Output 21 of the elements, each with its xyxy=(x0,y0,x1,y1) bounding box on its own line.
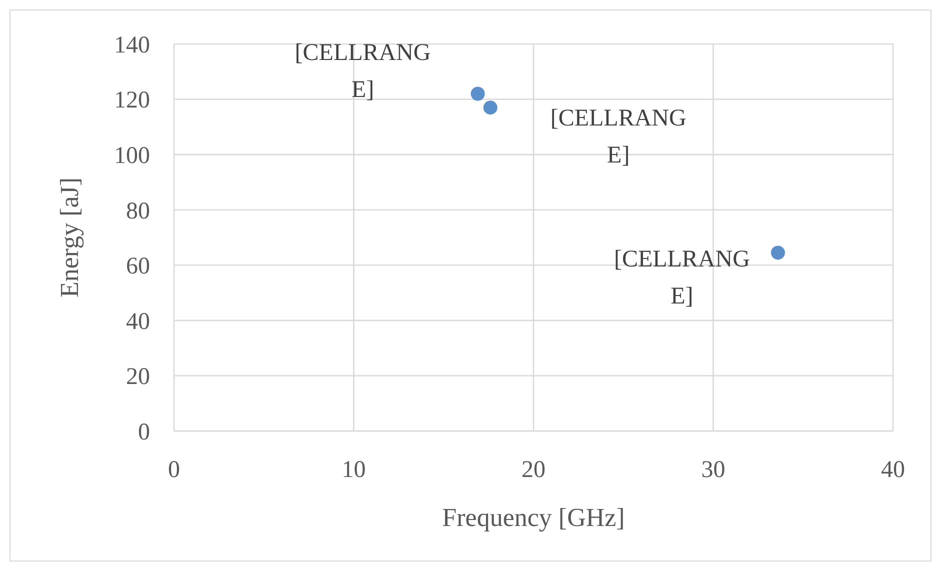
x-tick-label: 20 xyxy=(522,457,546,483)
annotation: [CELLRANGE] xyxy=(550,106,686,169)
y-tick-label: 20 xyxy=(126,364,150,390)
annotation: [CELLRANGE] xyxy=(294,40,431,103)
y-axis-title: Energy [aJ] xyxy=(55,177,84,298)
y-tick-label: 80 xyxy=(126,198,150,224)
point xyxy=(483,100,498,115)
y-tick-label: 140 xyxy=(114,32,150,58)
x-tick-label: 40 xyxy=(881,457,905,483)
y-tick-label: 40 xyxy=(126,308,150,335)
point xyxy=(770,246,785,260)
y-tick-label: 100 xyxy=(114,142,150,169)
y-tick-label: 120 xyxy=(114,88,150,114)
x-tick-label: 30 xyxy=(701,457,726,483)
x-axis-title: Frequency [GHz] xyxy=(442,503,625,532)
y-tick-label: 0 xyxy=(138,419,150,446)
x-tick-label: 10 xyxy=(342,457,366,483)
x-tick-label: 0 xyxy=(168,457,180,483)
annotation: [CELLRANGE] xyxy=(614,246,750,310)
point xyxy=(470,86,485,101)
y-tick-label: 60 xyxy=(126,254,150,280)
